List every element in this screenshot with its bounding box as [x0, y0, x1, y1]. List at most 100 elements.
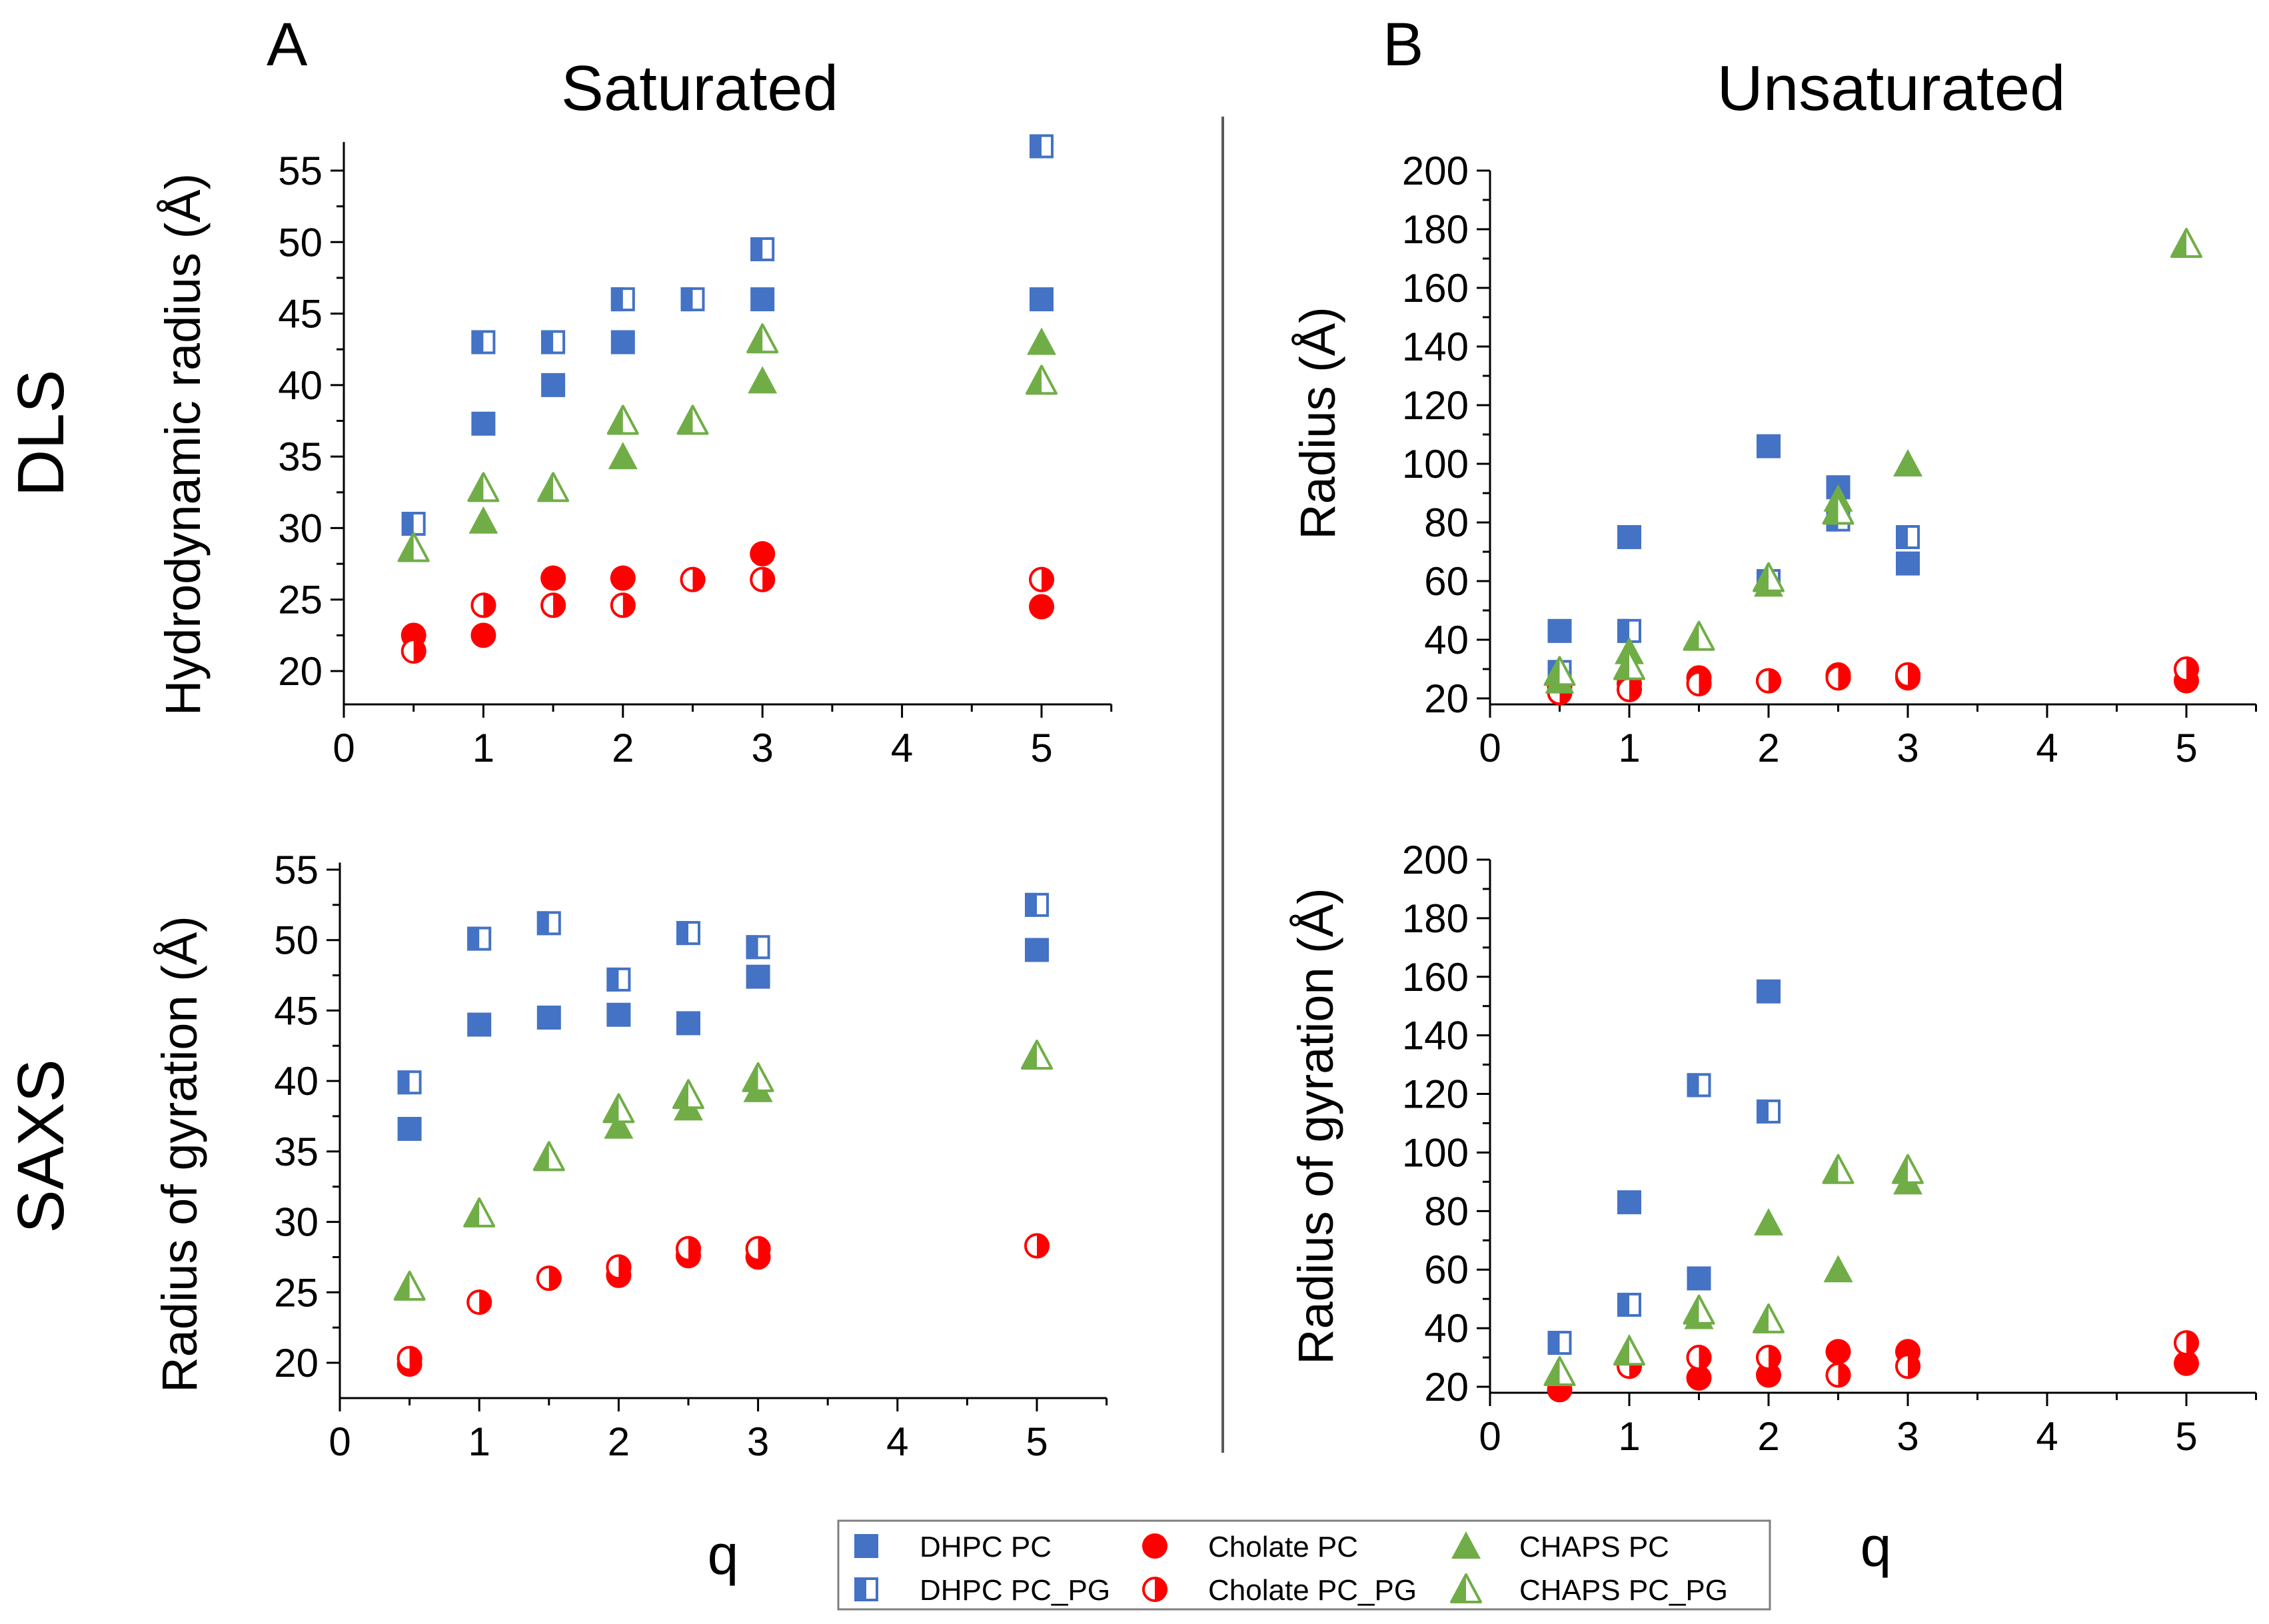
point-chaps-pc-pg: [606, 405, 639, 435]
point-cholate-pc-pg: [396, 1345, 422, 1371]
legend-marker-dhpc-pc-pg: [854, 1577, 878, 1601]
y-tick-label: 25: [274, 1270, 319, 1315]
point-cholate-pc: [540, 565, 566, 591]
point-chaps-pc-pg: [1613, 650, 1645, 680]
point-dhpc-pc: [750, 287, 775, 312]
point-dhpc-pc-pg: [680, 287, 705, 312]
point-dhpc-pc-pg: [1896, 525, 1920, 549]
x-axis-label-right: q: [1861, 1515, 1892, 1578]
row-label-dls: DLS: [4, 370, 77, 497]
x-tick-label: 2: [612, 726, 634, 770]
point-chaps-pc-pg: [393, 1270, 426, 1301]
y-tick-label: 200: [1402, 149, 1469, 193]
point-dhpc-pc-pg: [676, 921, 700, 946]
x-tick-label: 5: [2175, 1414, 2197, 1459]
point-cholate-pc: [2174, 1350, 2199, 1376]
y-tick-label: 160: [1402, 955, 1469, 1000]
point-dhpc-pc-pg: [471, 330, 496, 355]
y-tick-label: 50: [278, 220, 323, 265]
y-tick-label: 120: [1402, 1072, 1469, 1117]
y-tick-label: 100: [1402, 1130, 1469, 1175]
y-tick-label: 160: [1402, 266, 1469, 311]
point-dhpc-pc: [1757, 434, 1781, 458]
y-tick-label: 50: [274, 918, 319, 963]
point-cholate-pc-pg: [1756, 668, 1781, 694]
y-tick-label: 200: [1402, 838, 1469, 882]
x-tick-label: 2: [1757, 1414, 1779, 1459]
point-cholate-pc-pg: [1617, 676, 1642, 702]
point-chaps-pc-pg: [532, 1141, 565, 1172]
point-dhpc-pc-pg: [1547, 1331, 1572, 1355]
point-dhpc-pc-pg: [1757, 1099, 1781, 1124]
point-dhpc-pc: [1617, 525, 1641, 549]
x-tick-label: 1: [1618, 1414, 1640, 1459]
y-tick-label: 100: [1402, 442, 1469, 486]
y-axis-label: Radius of gyration (Å): [1288, 888, 1343, 1365]
point-chaps-pc-pg: [1822, 494, 1855, 525]
point-cholate-pc: [1686, 1365, 1712, 1391]
point-dhpc-pc: [1025, 938, 1049, 962]
point-chaps-pc-pg: [1613, 1335, 1645, 1366]
x-tick-label: 1: [468, 1419, 490, 1464]
point-chaps-pc-pg: [463, 1197, 496, 1227]
point-chaps-pc: [1027, 327, 1056, 355]
y-axis-label: Radius (Å): [1290, 307, 1345, 540]
x-tick-label: 2: [608, 1419, 630, 1464]
point-cholate-pc: [750, 541, 776, 567]
x-tick-label: 0: [329, 1419, 351, 1464]
x-axis-label-left: q: [708, 1523, 739, 1586]
x-tick-label: 3: [747, 1419, 769, 1464]
point-chaps-pc-pg: [1021, 1040, 1053, 1070]
y-axis-label: Radius of gyration (Å): [152, 916, 207, 1393]
point-dhpc-pc-pg: [541, 330, 566, 355]
y-tick-label: 140: [1402, 325, 1469, 369]
y-tick-label: 40: [278, 363, 323, 408]
point-chaps-pc-pg: [537, 472, 570, 502]
point-dhpc-pc: [746, 964, 770, 989]
legend-label-cholate-pc: Cholate PC: [1208, 1531, 1358, 1563]
point-dhpc-pc: [397, 1117, 422, 1142]
legend-box: [837, 1519, 1771, 1611]
point-dhpc-pc-pg: [1687, 1073, 1711, 1098]
point-dhpc-pc-pg: [397, 1070, 422, 1095]
point-chaps-pc-pg: [602, 1093, 635, 1124]
point-cholate-pc-pg: [750, 566, 776, 592]
x-tick-label: 3: [1896, 1414, 1918, 1459]
y-tick-label: 140: [1402, 1014, 1469, 1058]
column-title-unsaturated: Unsaturated: [1717, 53, 2066, 124]
point-chaps-pc-pg: [1753, 562, 1785, 592]
point-cholate-pc-pg: [536, 1265, 562, 1291]
point-cholate-pc-pg: [466, 1289, 492, 1315]
point-cholate-pc-pg: [745, 1235, 771, 1261]
legend: DHPC PC DHPC PC_PG Cholate PC Cholate PC_PG…: [837, 1519, 1771, 1611]
point-cholate-pc: [1756, 1362, 1781, 1388]
point-cholate-pc-pg: [1895, 662, 1921, 688]
y-tick-label: 80: [1424, 1189, 1469, 1233]
x-tick-label: 0: [333, 726, 355, 770]
point-chaps-pc-pg: [676, 405, 709, 435]
point-dhpc-pc: [536, 1006, 561, 1030]
x-tick-label: 4: [2036, 726, 2058, 770]
y-tick-label: 120: [1402, 383, 1469, 428]
x-tick-label: 5: [1030, 726, 1052, 770]
y-tick-label: 55: [278, 149, 323, 193]
y-tick-label: 45: [274, 988, 319, 1033]
point-cholate-pc-pg: [1825, 1362, 1851, 1388]
y-axis-label: Hydrodynamic radius (Å): [155, 173, 211, 716]
point-cholate-pc: [1029, 594, 1054, 620]
panel-letter-a: A: [267, 11, 308, 79]
point-cholate-pc-pg: [540, 592, 566, 618]
point-chaps-pc-pg: [2170, 228, 2202, 258]
panel-saxs-unsaturated: Radius of gyration (Å) 0 1 2 3 4 5 20 40 60 80 100…: [1288, 838, 2257, 1459]
legend-marker-dhpc-pc: [854, 1534, 878, 1558]
y-tick-label: 20: [1424, 1365, 1469, 1409]
x-tick-label: 5: [2175, 726, 2197, 770]
point-dhpc-pc-pg: [1025, 892, 1049, 917]
point-chaps-pc-pg: [742, 1062, 774, 1092]
row-label-saxs: SAXS: [4, 1059, 77, 1233]
point-dhpc-pc-pg: [746, 935, 770, 960]
y-tick-label: 30: [278, 506, 323, 550]
point-dhpc-pc: [610, 330, 635, 355]
point-cholate-pc-pg: [1686, 671, 1712, 696]
point-chaps-pc-pg: [672, 1079, 704, 1110]
